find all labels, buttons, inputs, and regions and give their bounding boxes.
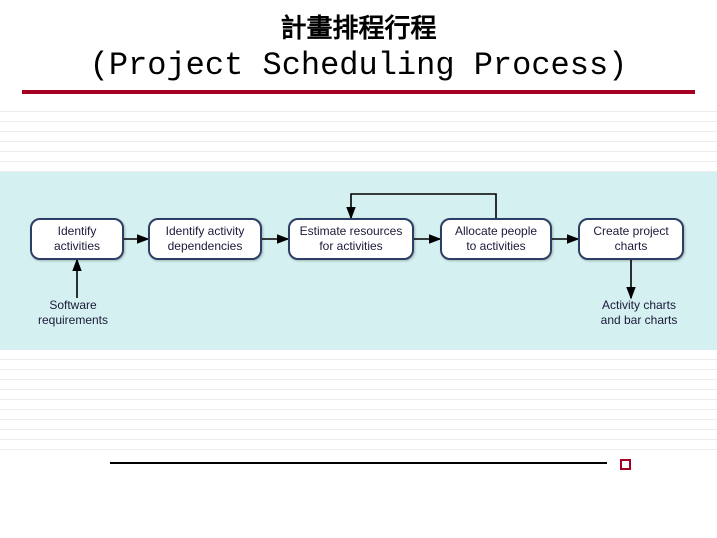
flow-node-n3: Estimate resourcesfor activities bbox=[288, 218, 414, 260]
flow-annotation-a1: Softwarerequirements bbox=[28, 298, 118, 328]
title-block: 計畫排程行程 (Project Scheduling Process) bbox=[0, 0, 717, 84]
flow-node-n4: Allocate peopleto activities bbox=[440, 218, 552, 260]
footer-bullet-icon bbox=[620, 459, 631, 470]
footer-rule bbox=[110, 462, 607, 464]
ruled-background bbox=[0, 102, 717, 172]
flow-node-n2: Identify activitydependencies bbox=[148, 218, 262, 260]
flow-node-n5: Create projectcharts bbox=[578, 218, 684, 260]
title-english: (Project Scheduling Process) bbox=[0, 47, 717, 84]
diagram-panel: Identifyactivities Identify activitydepen… bbox=[0, 172, 717, 350]
title-underline bbox=[22, 90, 695, 94]
title-chinese: 計畫排程行程 bbox=[0, 8, 717, 45]
flow-annotation-a2: Activity chartsand bar charts bbox=[584, 298, 694, 328]
ruled-background bbox=[0, 350, 717, 456]
flow-node-n1: Identifyactivities bbox=[30, 218, 124, 260]
